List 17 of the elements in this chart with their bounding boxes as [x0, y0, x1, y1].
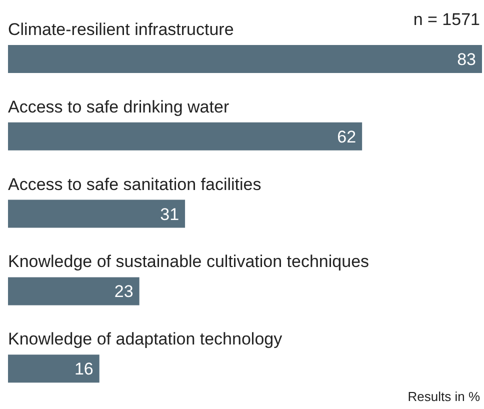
y-tick-label: Knowledge of sustainable cultivation techniques: [8, 252, 370, 272]
y-tick-label: Climate-resilient infrastructure: [8, 20, 234, 39]
y-tick-label: Access to safe sanitation facilities: [8, 174, 262, 194]
data-label: 62: [337, 127, 356, 146]
y-tick-label: Knowledge of adaptation technology: [8, 330, 283, 349]
y-tick-label: Access to safe drinking water: [8, 97, 230, 116]
text: Results in %: [408, 389, 480, 404]
bar: [8, 354, 100, 383]
bar: [8, 277, 140, 306]
data-label: 23: [114, 282, 134, 302]
bar: [8, 200, 186, 228]
data-label: 83: [457, 50, 476, 69]
bar: [8, 45, 482, 73]
annotation: n = 1571: [413, 10, 480, 30]
data-label: 16: [74, 360, 94, 379]
bar: [8, 122, 362, 150]
data-label: 31: [160, 204, 180, 224]
